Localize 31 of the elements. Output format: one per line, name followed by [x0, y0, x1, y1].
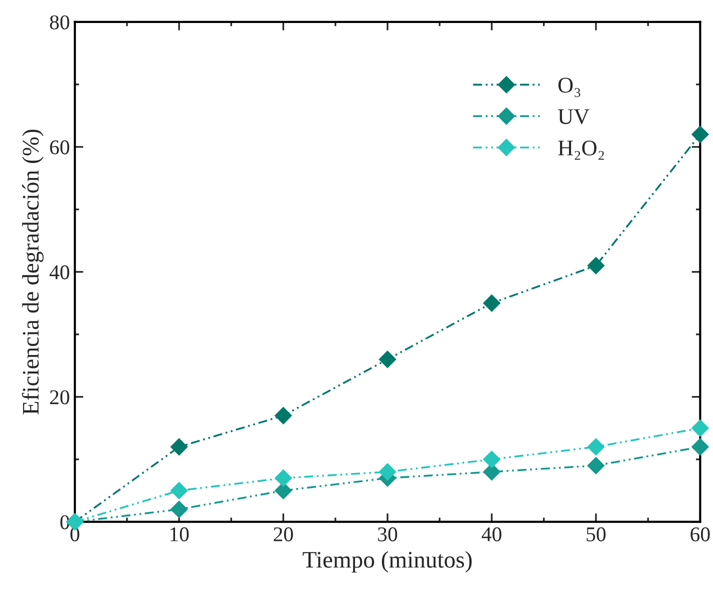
x-axis-title: Tiempo (minutos)	[302, 551, 472, 573]
x-tick-label: 40	[482, 527, 502, 542]
legend-label: O₃	[558, 78, 580, 98]
x-tick-label: 50	[586, 527, 606, 542]
point	[692, 438, 709, 456]
point	[587, 438, 604, 456]
point	[692, 420, 709, 437]
point	[274, 470, 292, 487]
y-tick-label: 80	[50, 15, 70, 30]
y-tick-label: 60	[50, 140, 70, 154]
x-tick-label: 30	[378, 527, 398, 542]
x-tick-label: 20	[274, 527, 293, 542]
point	[170, 500, 188, 518]
point	[170, 482, 188, 500]
point	[378, 350, 396, 368]
point	[274, 407, 292, 424]
y-tick-label: 20	[50, 390, 70, 404]
point	[692, 126, 709, 143]
x-tick-label: 60	[690, 527, 710, 542]
point	[274, 482, 292, 500]
point	[587, 257, 604, 274]
legend-label: UV	[558, 109, 590, 124]
legend-label: H₂O₂	[558, 140, 604, 160]
point	[483, 294, 500, 312]
point	[483, 450, 500, 468]
y-axis-title: Eficiencia de degradación (%)	[22, 130, 44, 414]
y-tick-label: 40	[50, 265, 70, 280]
point	[587, 457, 604, 474]
point	[378, 463, 396, 480]
point	[170, 438, 188, 456]
x-tick-label: 10	[170, 527, 189, 542]
